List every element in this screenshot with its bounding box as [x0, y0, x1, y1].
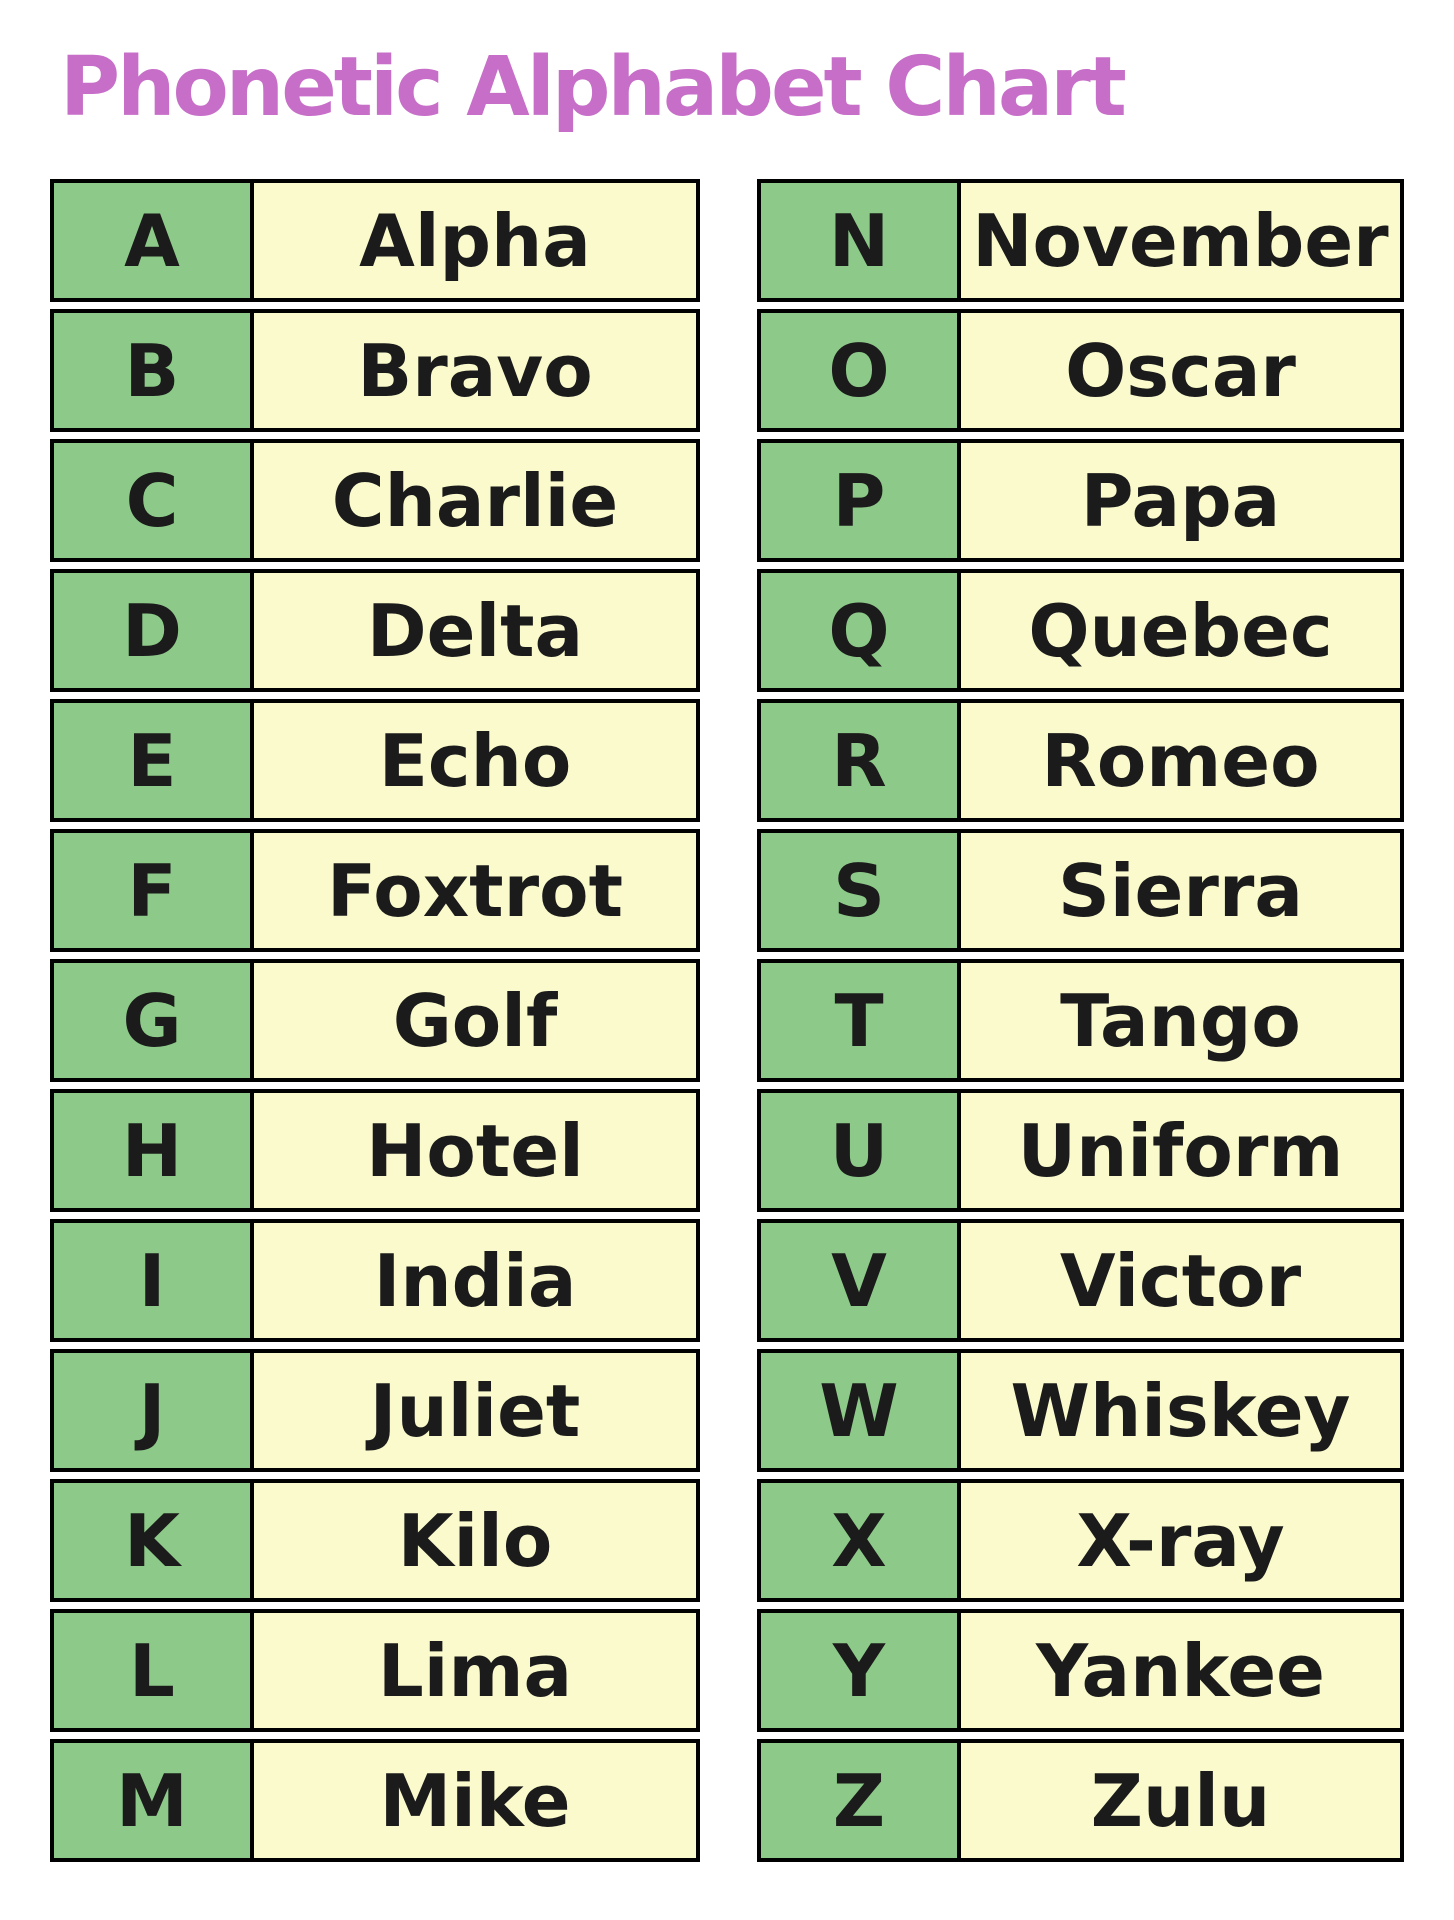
word-cell: Victor — [1059, 1238, 1302, 1323]
letter-cell: N — [761, 183, 961, 298]
page-title: Phonetic Alphabet Chart — [60, 40, 1127, 135]
phonetic-row-u: U Uniform — [757, 1089, 1404, 1212]
phonetic-row-z: Z Zulu — [757, 1739, 1404, 1862]
letter-cell: S — [761, 833, 961, 948]
chart-columns: A Alpha B Bravo C Charlie D Delta E Echo F Foxtrot G… — [50, 179, 1404, 1862]
phonetic-row-h: H Hotel — [50, 1089, 700, 1212]
letter-cell: Q — [761, 573, 961, 688]
phonetic-row-a: A Alpha — [50, 179, 700, 302]
word-cell: Golf — [392, 978, 558, 1063]
column-a-to-m: A Alpha B Bravo C Charlie D Delta E Echo F Foxtrot G… — [50, 179, 700, 1862]
letter-cell: E — [54, 703, 254, 818]
phonetic-row-s: S Sierra — [757, 829, 1404, 952]
phonetic-row-g: G Golf — [50, 959, 700, 1082]
letter-cell: D — [54, 573, 254, 688]
phonetic-row-p: P Papa — [757, 439, 1404, 562]
letter-cell: V — [761, 1223, 961, 1338]
letter-cell: M — [54, 1743, 254, 1858]
phonetic-row-b: B Bravo — [50, 309, 700, 432]
word-cell: Lima — [377, 1628, 573, 1713]
word-cell: Charlie — [331, 458, 619, 543]
word-cell: Tango — [1060, 978, 1301, 1063]
phonetic-row-f: F Foxtrot — [50, 829, 700, 952]
phonetic-row-w: W Whiskey — [757, 1349, 1404, 1472]
word-cell: Juliet — [369, 1368, 581, 1453]
letter-cell: Y — [761, 1613, 961, 1728]
word-cell: Quebec — [1028, 588, 1333, 673]
word-cell: Uniform — [1017, 1108, 1344, 1193]
letter-cell: T — [761, 963, 961, 1078]
letter-cell: G — [54, 963, 254, 1078]
phonetic-row-y: Y Yankee — [757, 1609, 1404, 1732]
letter-cell: A — [54, 183, 254, 298]
letter-cell: O — [761, 313, 961, 428]
phonetic-row-l: L Lima — [50, 1609, 700, 1732]
word-cell: Yankee — [1036, 1628, 1325, 1713]
word-cell: Whiskey — [1010, 1368, 1351, 1453]
phonetic-row-n: N November — [757, 179, 1404, 302]
phonetic-row-d: D Delta — [50, 569, 700, 692]
word-cell: Delta — [366, 588, 584, 673]
phonetic-row-r: R Romeo — [757, 699, 1404, 822]
column-n-to-z: N November O Oscar P Papa Q Quebec R Romeo S Sierra… — [757, 179, 1404, 1862]
phonetic-row-t: T Tango — [757, 959, 1404, 1082]
letter-cell: U — [761, 1093, 961, 1208]
word-cell: Papa — [1080, 458, 1281, 543]
word-cell: November — [972, 198, 1389, 283]
word-cell: Bravo — [357, 328, 593, 413]
word-cell: Hotel — [366, 1108, 584, 1193]
phonetic-row-x: X X-ray — [757, 1479, 1404, 1602]
letter-cell: J — [54, 1353, 254, 1468]
phonetic-row-o: O Oscar — [757, 309, 1404, 432]
word-cell: India — [373, 1238, 577, 1323]
letter-cell: W — [761, 1353, 961, 1468]
word-cell: X-ray — [1076, 1498, 1285, 1583]
word-cell: Sierra — [1058, 848, 1303, 933]
word-cell: Mike — [379, 1758, 571, 1843]
letter-cell: X — [761, 1483, 961, 1598]
phonetic-row-j: J Juliet — [50, 1349, 700, 1472]
letter-cell: K — [54, 1483, 254, 1598]
phonetic-row-m: M Mike — [50, 1739, 700, 1862]
letter-cell: I — [54, 1223, 254, 1338]
letter-cell: Z — [761, 1743, 961, 1858]
phonetic-row-q: Q Quebec — [757, 569, 1404, 692]
word-cell: Foxtrot — [327, 848, 623, 933]
word-cell: Romeo — [1041, 718, 1320, 803]
phonetic-row-c: C Charlie — [50, 439, 700, 562]
word-cell: Kilo — [397, 1498, 553, 1583]
word-cell: Zulu — [1090, 1758, 1271, 1843]
word-cell: Oscar — [1065, 328, 1296, 413]
phonetic-row-v: V Victor — [757, 1219, 1404, 1342]
phonetic-row-e: E Echo — [50, 699, 700, 822]
letter-cell: H — [54, 1093, 254, 1208]
letter-cell: P — [761, 443, 961, 558]
letter-cell: B — [54, 313, 254, 428]
letter-cell: L — [54, 1613, 254, 1728]
phonetic-row-i: I India — [50, 1219, 700, 1342]
phonetic-row-k: K Kilo — [50, 1479, 700, 1602]
word-cell: Echo — [378, 718, 572, 803]
letter-cell: F — [54, 833, 254, 948]
letter-cell: R — [761, 703, 961, 818]
letter-cell: C — [54, 443, 254, 558]
word-cell: Alpha — [359, 198, 591, 283]
